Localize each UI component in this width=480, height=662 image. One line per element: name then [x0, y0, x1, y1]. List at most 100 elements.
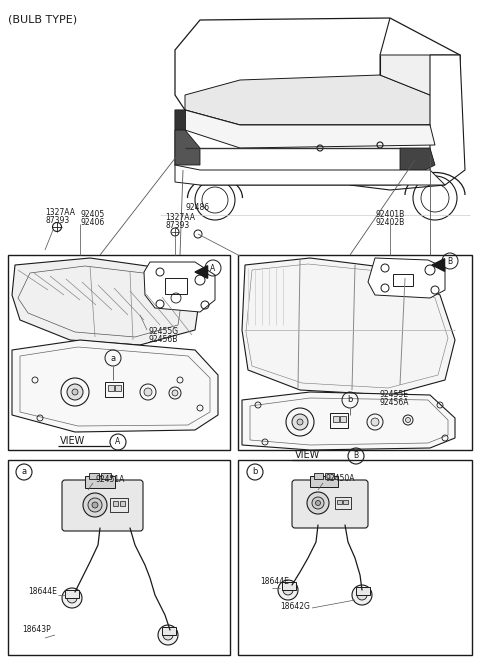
Circle shape — [158, 625, 178, 645]
Bar — [65, 590, 79, 598]
Text: 87393: 87393 — [45, 216, 69, 225]
Text: 18642G: 18642G — [280, 602, 310, 611]
Text: 92450A: 92450A — [325, 474, 355, 483]
Circle shape — [67, 384, 83, 400]
Polygon shape — [242, 258, 455, 395]
Bar — [120, 501, 125, 506]
Polygon shape — [12, 258, 200, 345]
Bar — [393, 274, 413, 286]
Bar — [165, 278, 187, 294]
Bar — [340, 416, 346, 422]
Bar — [8, 460, 230, 655]
Polygon shape — [185, 75, 440, 125]
Text: 18644E: 18644E — [260, 577, 289, 586]
Text: A: A — [115, 438, 120, 446]
Bar — [330, 413, 348, 428]
Bar — [282, 582, 296, 590]
Bar — [105, 382, 123, 397]
Circle shape — [278, 580, 298, 600]
Bar — [115, 385, 121, 391]
Bar — [333, 416, 339, 422]
Text: 92401B: 92401B — [375, 210, 404, 219]
Text: B: B — [353, 451, 359, 461]
Circle shape — [283, 585, 293, 595]
Text: 92455G: 92455G — [148, 327, 178, 336]
Polygon shape — [175, 130, 200, 165]
Circle shape — [62, 588, 82, 608]
Circle shape — [92, 502, 98, 508]
Text: (BULB TYPE): (BULB TYPE) — [8, 14, 77, 24]
Circle shape — [357, 590, 367, 600]
Circle shape — [88, 498, 102, 512]
FancyBboxPatch shape — [62, 480, 143, 531]
Text: 18643P: 18643P — [22, 625, 51, 634]
FancyBboxPatch shape — [292, 480, 368, 528]
Text: A: A — [210, 263, 216, 273]
Text: B: B — [447, 256, 453, 265]
Circle shape — [72, 389, 78, 395]
Bar — [238, 460, 472, 655]
Circle shape — [352, 585, 372, 605]
Bar — [101, 473, 111, 479]
Text: 87393: 87393 — [165, 221, 189, 230]
Circle shape — [163, 630, 173, 640]
Text: VIEW: VIEW — [295, 450, 320, 460]
Bar — [310, 476, 338, 487]
Polygon shape — [144, 262, 215, 312]
Bar — [8, 255, 230, 450]
Text: 92455E: 92455E — [380, 390, 409, 399]
Bar — [356, 587, 370, 595]
Polygon shape — [340, 55, 465, 190]
Bar — [337, 500, 342, 504]
Text: VIEW: VIEW — [60, 436, 85, 446]
Bar — [314, 473, 323, 479]
Bar — [238, 255, 472, 450]
Bar — [113, 501, 118, 506]
Circle shape — [144, 388, 152, 396]
Circle shape — [371, 418, 379, 426]
Text: 92486: 92486 — [185, 203, 209, 212]
Text: a: a — [110, 354, 116, 363]
Circle shape — [292, 414, 308, 430]
Text: a: a — [22, 467, 26, 477]
Bar — [343, 500, 348, 504]
Polygon shape — [242, 392, 455, 450]
Text: b: b — [348, 395, 353, 404]
Text: 18644E: 18644E — [28, 587, 57, 596]
Polygon shape — [368, 258, 445, 298]
Polygon shape — [195, 265, 208, 278]
Circle shape — [297, 419, 303, 425]
Text: 92456A: 92456A — [380, 398, 409, 407]
Circle shape — [312, 497, 324, 509]
Circle shape — [315, 500, 321, 506]
Polygon shape — [185, 110, 435, 148]
Text: 1327AA: 1327AA — [45, 208, 75, 217]
Circle shape — [83, 493, 107, 517]
Polygon shape — [400, 148, 435, 175]
Polygon shape — [175, 165, 445, 185]
Bar — [162, 627, 176, 635]
Bar — [325, 473, 334, 479]
Polygon shape — [175, 110, 430, 185]
Polygon shape — [175, 18, 460, 125]
Polygon shape — [380, 55, 460, 120]
Text: 92402B: 92402B — [375, 218, 404, 227]
Bar — [110, 498, 128, 512]
Text: 92456B: 92456B — [148, 335, 178, 344]
Polygon shape — [432, 259, 444, 271]
Polygon shape — [175, 110, 185, 130]
Polygon shape — [12, 340, 218, 432]
Bar — [108, 385, 114, 391]
Text: 92406: 92406 — [80, 218, 104, 227]
Text: b: b — [252, 467, 258, 477]
Bar — [85, 476, 115, 488]
Circle shape — [406, 418, 410, 422]
Text: 92451A: 92451A — [95, 475, 124, 484]
Circle shape — [172, 390, 178, 396]
Circle shape — [307, 492, 329, 514]
Bar — [89, 473, 99, 479]
Text: 1327AA: 1327AA — [165, 213, 195, 222]
Circle shape — [67, 593, 77, 603]
Text: 92405: 92405 — [80, 210, 104, 219]
Bar — [335, 497, 351, 509]
